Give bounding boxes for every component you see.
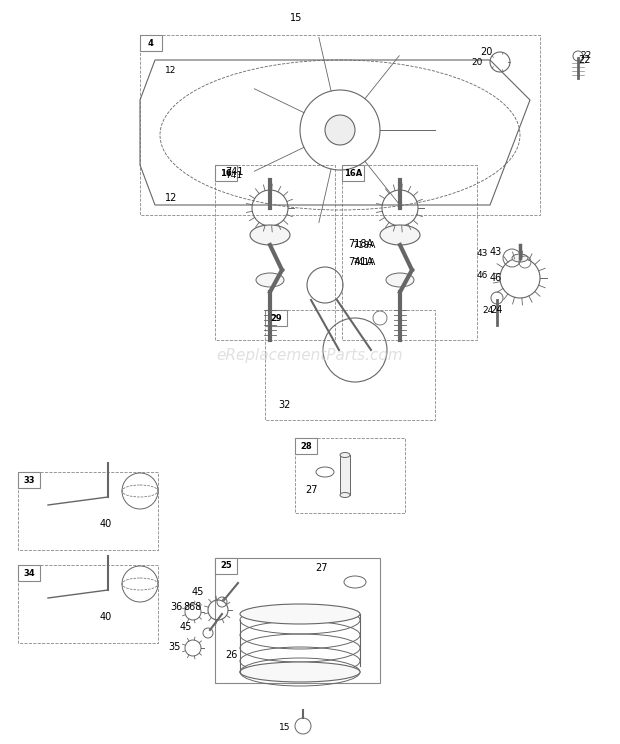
Text: 741A: 741A: [352, 258, 375, 267]
Text: 15: 15: [278, 723, 290, 732]
Ellipse shape: [250, 225, 290, 245]
Text: 718A: 718A: [352, 241, 375, 250]
Text: 36: 36: [170, 602, 182, 612]
Bar: [18, 565, 158, 643]
Text: 12: 12: [165, 193, 177, 203]
Bar: [18, 565, 40, 581]
Text: 43: 43: [490, 247, 502, 257]
Bar: [140, 35, 540, 215]
Ellipse shape: [240, 604, 360, 624]
Ellipse shape: [256, 273, 284, 287]
Text: 32: 32: [278, 400, 290, 410]
Text: 46: 46: [490, 273, 502, 283]
Text: 35: 35: [168, 642, 180, 652]
Text: 24: 24: [483, 306, 494, 315]
Text: 45: 45: [180, 622, 192, 632]
Bar: [18, 472, 40, 488]
Text: 27: 27: [315, 563, 327, 573]
Text: 20: 20: [472, 57, 483, 66]
Ellipse shape: [340, 493, 350, 498]
Bar: [140, 35, 162, 51]
Text: 34: 34: [23, 568, 35, 577]
Text: eReplacementParts.com: eReplacementParts.com: [216, 347, 404, 362]
Text: 27: 27: [305, 485, 317, 495]
Ellipse shape: [340, 452, 350, 458]
Ellipse shape: [512, 254, 528, 262]
Bar: [215, 558, 237, 574]
Text: 33: 33: [24, 475, 35, 484]
Bar: [265, 310, 435, 420]
Text: 741A: 741A: [348, 257, 373, 267]
Bar: [295, 438, 405, 513]
Text: 46: 46: [477, 271, 488, 280]
Text: 25: 25: [220, 562, 232, 571]
Text: 40: 40: [100, 519, 112, 529]
Text: 741: 741: [225, 171, 242, 180]
Text: 16: 16: [220, 168, 232, 178]
Text: 16A: 16A: [344, 168, 362, 178]
Text: 4: 4: [148, 39, 154, 48]
Text: 20: 20: [480, 47, 492, 57]
Bar: [342, 165, 477, 340]
Text: 24: 24: [490, 305, 502, 315]
Text: 22: 22: [578, 55, 590, 65]
Text: 43: 43: [477, 249, 488, 258]
Bar: [265, 310, 287, 326]
Text: 29: 29: [270, 313, 282, 322]
Text: 45: 45: [192, 587, 205, 597]
Text: 26: 26: [225, 650, 237, 660]
Ellipse shape: [386, 273, 414, 287]
Text: 22: 22: [580, 51, 591, 60]
Bar: [215, 558, 380, 683]
Bar: [215, 165, 335, 340]
Ellipse shape: [380, 225, 420, 245]
Circle shape: [325, 115, 355, 145]
Bar: [18, 472, 158, 550]
Text: 28: 28: [300, 441, 312, 451]
Bar: [340, 455, 350, 495]
Bar: [295, 438, 317, 454]
Ellipse shape: [240, 662, 360, 682]
Bar: [342, 165, 364, 181]
Text: 40: 40: [100, 612, 112, 622]
Text: 718A: 718A: [348, 239, 373, 249]
Text: 12: 12: [165, 66, 176, 75]
Text: 741: 741: [225, 167, 244, 177]
Text: 868: 868: [183, 602, 202, 612]
Bar: [215, 165, 237, 181]
Text: 15: 15: [290, 13, 303, 23]
